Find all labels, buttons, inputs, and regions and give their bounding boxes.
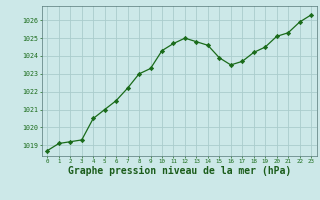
X-axis label: Graphe pression niveau de la mer (hPa): Graphe pression niveau de la mer (hPa) xyxy=(68,166,291,176)
